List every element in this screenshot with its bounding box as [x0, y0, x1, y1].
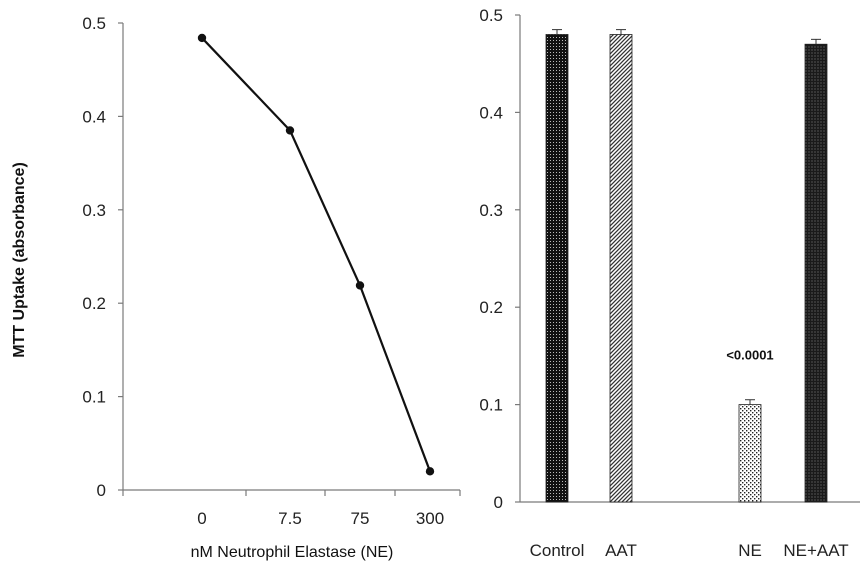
line-chart-y-tick-label: 0.4 — [82, 107, 106, 126]
line-chart-panel: MTT Uptake (absorbance) nM Neutrophil El… — [11, 14, 461, 561]
line-chart-x-tick-label: 75 — [351, 509, 370, 528]
bar-chart-panel: 0 0.1 0.2 0.3 0.4 0.5 Control AAT NE NE+AAT <0.0… — [479, 6, 860, 560]
bar-aat — [609, 34, 633, 503]
line-chart-y-tick-label: 0.1 — [82, 388, 106, 407]
line-series — [201, 37, 432, 472]
bar-chart-y-tick-label: 0.2 — [479, 298, 503, 317]
bar-control — [545, 34, 569, 503]
bar-chart-y-tick-label: 0 — [494, 493, 503, 512]
bar-ne — [738, 404, 762, 503]
bar-chart-y-tick-label: 0.1 — [479, 396, 503, 415]
line-chart-x-tick-label: 7.5 — [278, 509, 302, 528]
bar-ne-aat — [804, 43, 828, 503]
line-chart-y-tick-label: 0 — [97, 481, 106, 500]
bar-chart-y-tick-label: 0.3 — [479, 201, 503, 220]
line-data-point — [285, 126, 295, 135]
bar-chart-category-label: NE — [738, 541, 762, 560]
bar-chart-y-tick-label: 0.5 — [479, 6, 503, 25]
line-chart-y-tick-label: 0.3 — [82, 201, 106, 220]
line-chart-y-tick-label: 0.5 — [82, 14, 106, 33]
significance-annotation: <0.0001 — [726, 348, 773, 363]
line-chart-y-axis-title: MTT Uptake (absorbance) — [11, 162, 28, 358]
line-chart-x-axis-title: nM Neutrophil Elastase (NE) — [191, 544, 394, 561]
line-data-point — [425, 467, 435, 476]
line-data-point — [355, 281, 365, 290]
bar-chart-category-label: NE+AAT — [783, 541, 848, 560]
line-chart-y-tick-label: 0.2 — [82, 294, 106, 313]
bar-chart-category-label: AAT — [605, 541, 637, 560]
bar-chart-category-label: Control — [530, 541, 585, 560]
bar-chart-y-tick-label: 0.4 — [479, 103, 503, 122]
line-data-point — [197, 33, 207, 43]
line-chart-x-tick-label: 300 — [416, 509, 444, 528]
line-chart-x-tick-label: 0 — [197, 509, 206, 528]
